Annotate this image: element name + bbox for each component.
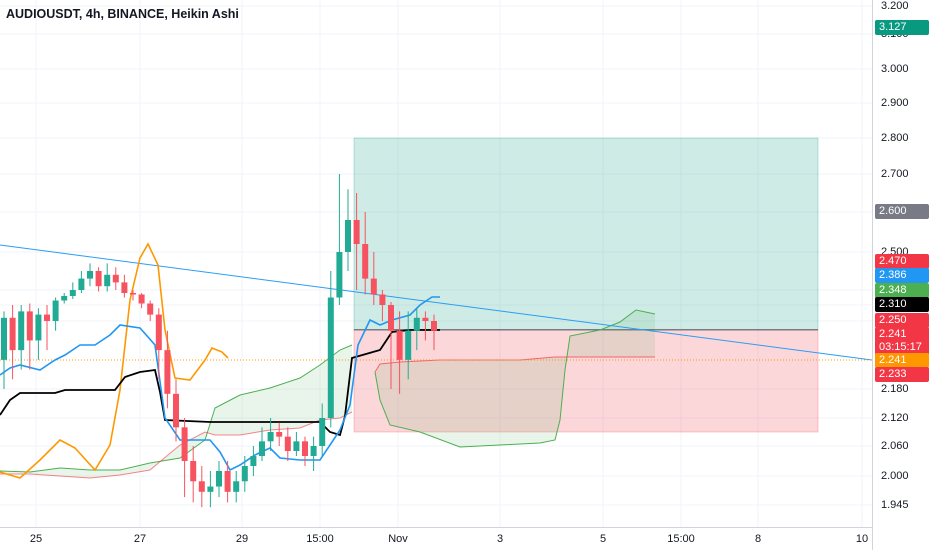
tenkan-sen — [0, 296, 440, 472]
chart-pane[interactable]: AUDIOUSDT, 4h, BINANCE, Heikin Ashi — [0, 0, 872, 527]
trend-line — [0, 244, 872, 361]
candle-body-up — [216, 471, 222, 487]
future-cloud — [375, 310, 655, 447]
future-span-b — [374, 356, 655, 373]
chikou-span — [0, 242, 229, 479]
chart-canvas[interactable] — [0, 0, 872, 527]
future-span-a — [374, 309, 656, 448]
candle-body-up — [327, 297, 334, 418]
time-tick-label: 8 — [754, 533, 762, 545]
candle-body-down — [181, 427, 188, 461]
candle-body-up — [293, 441, 300, 451]
candle-body-up — [267, 432, 274, 442]
candle-body-up — [78, 278, 85, 290]
candle-body-down — [396, 330, 403, 360]
price-tick-label: 2.800 — [881, 132, 909, 144]
candle-body-down — [224, 471, 231, 492]
candle-body-down — [276, 432, 283, 437]
price-label: 2.241 — [875, 353, 929, 368]
candle-body-down — [173, 393, 179, 428]
candle-body-down — [164, 350, 171, 394]
price-tick-label: 2.900 — [881, 97, 909, 109]
candle-body-up — [336, 252, 343, 298]
candle-body-down — [155, 314, 162, 351]
price-tick-label: 2.700 — [881, 168, 909, 180]
time-tick-label: 15:00 — [667, 533, 695, 545]
kumo-cloud — [0, 345, 352, 478]
candle-body-down — [9, 317, 16, 351]
price-label: 2.386 — [875, 268, 929, 283]
candle-body-down — [302, 441, 308, 456]
candle-body-down — [190, 461, 197, 482]
candle-body-up — [310, 446, 317, 456]
price-label: 2.233 — [875, 367, 929, 382]
price-label: 2.600 — [875, 204, 929, 219]
candle-body-up — [69, 290, 76, 296]
candle-body-up — [241, 466, 248, 482]
price-label: 2.348 — [875, 283, 929, 298]
price-tick-label: 2.180 — [881, 383, 909, 395]
price-label: 2.241 — [875, 327, 929, 342]
candle-body-down — [26, 311, 33, 341]
candle-body-down — [370, 278, 377, 295]
bar-countdown: 03:15:17 — [875, 341, 929, 355]
time-tick-label: 25 — [29, 533, 43, 545]
candle-body-down — [362, 244, 369, 279]
candle-body-up — [207, 486, 214, 492]
candle-body-down — [198, 481, 205, 492]
candle-body-up — [233, 481, 240, 492]
candle-body-down — [130, 293, 136, 295]
candle-body-up — [345, 220, 351, 252]
kijun-sen — [0, 329, 440, 437]
candle-body-down — [138, 294, 145, 304]
price-tick-label: 3.000 — [881, 63, 909, 75]
candle-body-down — [388, 305, 394, 331]
candle-body-down — [431, 321, 437, 331]
candle-body-up — [413, 317, 420, 331]
candle-body-up — [52, 300, 59, 321]
candle-body-up — [250, 456, 257, 466]
candle-body-up — [1, 317, 7, 360]
candle-body-up — [18, 311, 25, 351]
time-tick-label: 3 — [496, 533, 504, 545]
candle-body-up — [104, 274, 111, 287]
time-tick-label: 15:00 — [306, 533, 334, 545]
candle-body-up — [61, 296, 68, 301]
price-axis[interactable]: 3.2003.1003.0002.9002.8002.7002.6002.500… — [872, 0, 932, 550]
candle-body-down — [95, 271, 102, 287]
candle-body-up — [405, 330, 412, 360]
stop-loss-zone — [353, 329, 819, 433]
candle-body-up — [35, 314, 42, 341]
candle-body-up — [319, 418, 326, 446]
price-tick-label: 1.945 — [881, 499, 909, 511]
price-tick-label: 2.000 — [881, 470, 909, 482]
candle-body-down — [353, 220, 360, 244]
time-tick-label: 29 — [235, 533, 249, 545]
candle-body-down — [147, 303, 154, 315]
candle-body-down — [379, 294, 386, 305]
price-tick-label: 2.060 — [881, 440, 909, 452]
candle-body-down — [121, 282, 128, 293]
price-tick-label: 3.200 — [881, 0, 909, 12]
price-label: 2.470 — [875, 254, 929, 269]
candle-body-down — [284, 436, 291, 451]
price-tick-label: 2.120 — [881, 412, 909, 424]
time-tick-label: Nov — [388, 533, 408, 545]
price-label: 3.127 — [875, 20, 929, 35]
time-tick-label: 27 — [133, 533, 147, 545]
candle-body-down — [112, 274, 119, 283]
candle-body-down — [44, 314, 50, 321]
symbol-title[interactable]: AUDIOUSDT, 4h, BINANCE, Heikin Ashi — [6, 7, 239, 21]
time-axis[interactable]: 25 27 29 15:00 Nov 3 5 15:00 8 10 — [0, 527, 872, 551]
candle-body-up — [87, 271, 93, 279]
price-label: 2.250 — [875, 313, 929, 328]
time-tick-label: 10 — [855, 533, 869, 545]
candle-body-down — [422, 317, 429, 321]
candle-body-up — [259, 441, 265, 456]
time-tick-label: 5 — [599, 533, 607, 545]
price-label: 2.310 — [875, 297, 929, 312]
